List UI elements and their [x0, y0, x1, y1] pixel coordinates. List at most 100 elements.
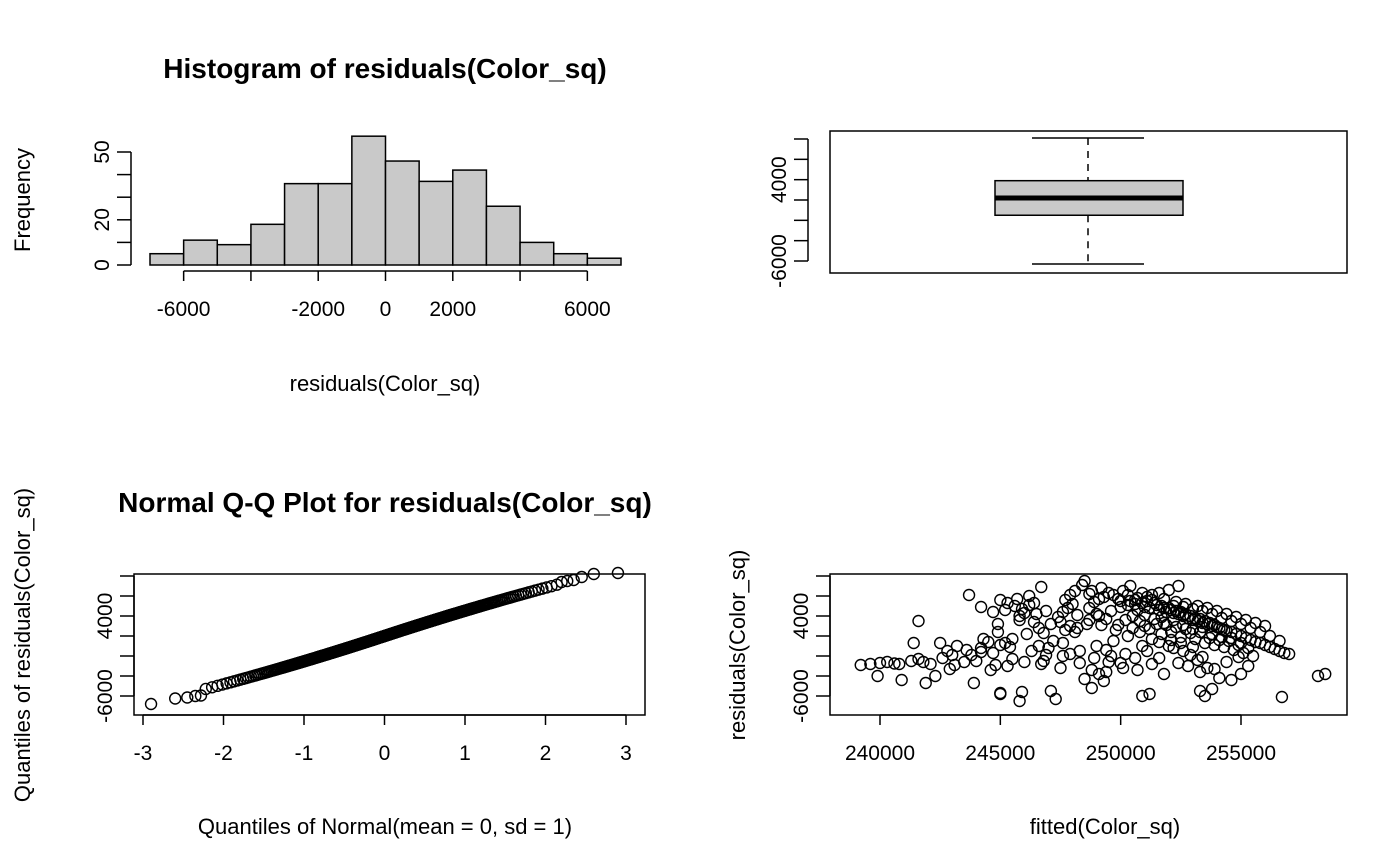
- resid-point: [1215, 630, 1228, 644]
- qq-title: Normal Q-Q Plot for residuals(Color_sq): [118, 487, 652, 518]
- resid-point: [1220, 655, 1233, 669]
- histogram-bar: [452, 169, 488, 266]
- resid-point: [1167, 613, 1180, 627]
- histogram-y-axis: 0 20 50: [91, 140, 132, 271]
- resid-point: [1246, 649, 1260, 663]
- resid-point: [977, 632, 990, 646]
- resid-point: [1196, 620, 1209, 634]
- histogram-x-tick-label: 2000: [429, 298, 476, 321]
- resid-point: [1097, 674, 1111, 688]
- resid-point: [1169, 620, 1183, 634]
- resid-point: [1172, 656, 1185, 670]
- resid-point: [1073, 656, 1086, 670]
- resid-point: [1133, 625, 1147, 639]
- resid-point: [1234, 636, 1248, 650]
- histogram-ylabel: Frequency: [10, 148, 35, 252]
- resid-point: [1090, 607, 1103, 621]
- resid-point: [1013, 613, 1026, 627]
- resid-point: [1056, 636, 1070, 650]
- resid-point: [864, 657, 877, 671]
- resid-point: [1225, 631, 1238, 645]
- qq-y-tick-label: -6000: [94, 669, 117, 723]
- histogram-x-tick-label: -6000: [157, 298, 211, 321]
- qq-point: [181, 691, 194, 704]
- resid-point: [991, 625, 1005, 639]
- qq-point: [561, 574, 574, 588]
- qq-x-axis: -3 -2 -1 0 1 2 3: [134, 714, 632, 765]
- histogram-xlabel: residuals(Color_sq): [290, 371, 481, 396]
- resid-point: [1225, 673, 1238, 687]
- resid-point: [1018, 655, 1031, 669]
- resid-y-axis: -6000 4000: [790, 575, 831, 723]
- histogram-bar: [418, 180, 454, 266]
- resid-point: [871, 669, 884, 683]
- resid-point: [1112, 618, 1125, 632]
- resid-y-tick-label: -6000: [790, 669, 813, 723]
- resid-point: [1191, 653, 1204, 667]
- histogram-bar: [250, 223, 286, 266]
- resid-point: [974, 645, 988, 659]
- resid-point: [1039, 604, 1053, 618]
- qq-y-axis: -6000 4000: [94, 575, 135, 723]
- resid-point: [1073, 644, 1086, 658]
- resid-point: [1001, 659, 1014, 673]
- resid-point: [917, 655, 930, 669]
- histogram-y-tick-label: 20: [91, 208, 114, 231]
- resid-point: [1078, 574, 1091, 588]
- qq-point: [567, 573, 580, 587]
- resid-point: [1044, 684, 1058, 698]
- resid-point: [1162, 639, 1176, 653]
- resid-point: [1145, 632, 1159, 646]
- resid-point: [895, 673, 908, 687]
- resid-point: [986, 646, 1000, 660]
- resid-point: [1208, 662, 1221, 676]
- resid-point: [1059, 593, 1072, 607]
- resid-point: [873, 656, 887, 670]
- resid-point: [1234, 667, 1248, 681]
- resid-point: [1198, 689, 1212, 703]
- resid-point: [924, 657, 937, 671]
- resid-point: [1027, 596, 1041, 610]
- resid-point: [948, 658, 961, 672]
- resid-point: [1037, 654, 1050, 668]
- resid-point: [1155, 627, 1168, 641]
- qq-x-tick-label: 2: [540, 742, 552, 765]
- resid-point: [1121, 629, 1135, 643]
- histogram-bar: [519, 241, 555, 266]
- resid-point: [1136, 689, 1149, 703]
- resid-point: [919, 676, 932, 690]
- resid-point: [936, 651, 949, 665]
- resid-point: [1282, 647, 1296, 661]
- qq-point: [189, 689, 202, 703]
- resid-point: [1275, 690, 1289, 704]
- resid-point: [1015, 685, 1029, 699]
- resid-point: [888, 657, 901, 670]
- histogram-bar: [586, 257, 622, 266]
- resid-point: [991, 617, 1005, 631]
- boxplot-y-axis: -6000 4000: [768, 138, 809, 288]
- resid-point: [1169, 595, 1183, 609]
- resid-point: [1174, 636, 1188, 650]
- resid-point: [1273, 634, 1286, 648]
- resid-point: [1263, 629, 1277, 643]
- resid-point: [893, 657, 906, 671]
- resid-point: [1085, 584, 1098, 598]
- resid-point: [929, 669, 942, 683]
- resid-point: [1100, 643, 1113, 657]
- resid-points: [854, 574, 1332, 708]
- resid-point: [1145, 657, 1159, 671]
- resid-point: [1078, 672, 1091, 686]
- resid-point: [1179, 597, 1192, 611]
- histogram-bar: [283, 182, 319, 266]
- resid-point: [1035, 580, 1048, 594]
- residuals-vs-fitted-panel: fitted(Color_sq) residuals(Color_sq) 240…: [725, 550, 1348, 839]
- histogram-bar: [351, 135, 387, 266]
- resid-point: [1201, 661, 1214, 675]
- resid-point: [1258, 619, 1272, 633]
- qq-panel: Normal Q-Q Plot for residuals(Color_sq) …: [10, 487, 652, 839]
- resid-point: [974, 600, 988, 614]
- qq-point: [211, 679, 224, 693]
- resid-point: [1085, 663, 1098, 677]
- qq-x-tick-label: -3: [134, 742, 153, 765]
- resid-point: [967, 676, 981, 690]
